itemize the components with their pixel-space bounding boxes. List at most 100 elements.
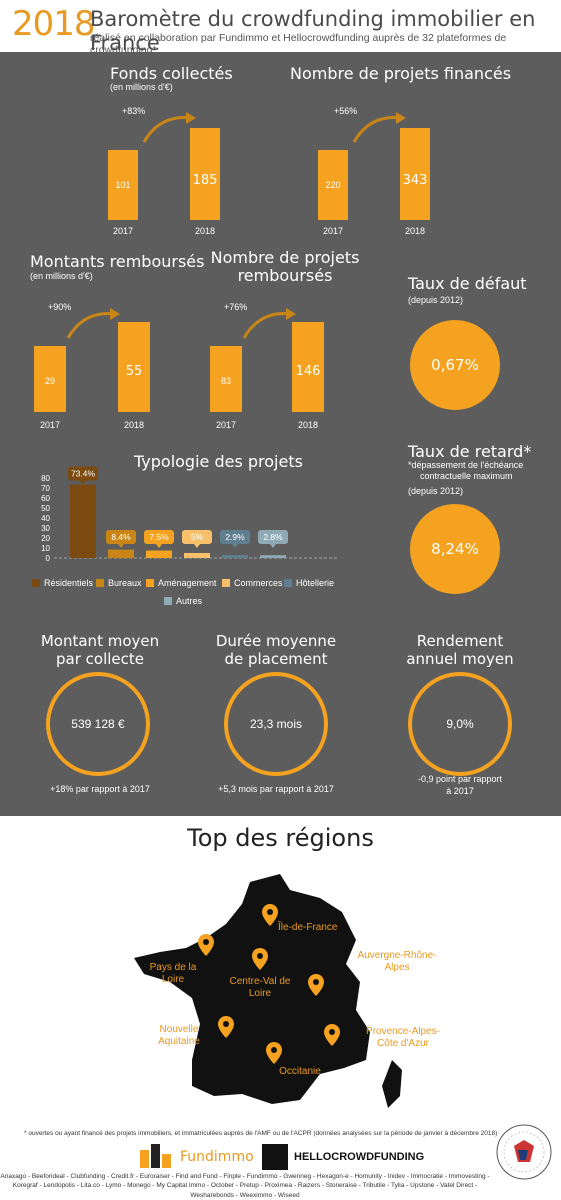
legend-swatch (32, 579, 40, 587)
repaid-projects-year-2017: 2017 (215, 420, 237, 430)
avg-amount-circle: 539 128 € (46, 672, 150, 776)
map-pin-icon (324, 1024, 340, 1046)
y-tick-label: 30 (41, 524, 50, 533)
data-label: 2.8% (263, 532, 283, 542)
hellocrowdfunding-logo-icon (262, 1144, 288, 1170)
default-rate-title: Taux de défaut (408, 274, 527, 293)
repaid-amount-unit: (en millions d'€) (30, 271, 93, 281)
legend-item-autres: Autres (164, 596, 202, 606)
data-label-pointer (118, 544, 124, 548)
data-label-pointer (80, 480, 86, 485)
y-tick-label: 20 (41, 534, 50, 543)
delay-rate-note-1: *dépassement de l'échéance (408, 460, 524, 470)
legend-item-amenagement: Aménagement (146, 578, 217, 588)
projects-bar-2018-label: 343 (402, 173, 428, 188)
delay-rate-circle: 8,24% (410, 504, 500, 594)
y-tick-label: 70 (41, 484, 50, 493)
region-centre-val-de-loire: Centre-Val de Loire (229, 976, 291, 999)
region-occitanie: Occitanie (279, 1066, 321, 1077)
avg-yield-delta: -0,9 point par rapport à 2017 (417, 774, 503, 796)
funds-growth-arrow-icon (142, 112, 196, 143)
repaid-projects-year-2018: 2018 (297, 420, 319, 430)
funds-unit: (en millions d'€) (110, 82, 173, 92)
data-label-bg (220, 530, 250, 544)
repaid-amount-bar-2017-label: 29 (44, 376, 55, 386)
data-label: 7.5% (149, 532, 169, 542)
bar-0 (70, 484, 96, 558)
data-label-bg (258, 530, 288, 544)
funds-year-2017: 2017 (112, 226, 134, 236)
funds-bar-2017-label: 101 (115, 180, 131, 190)
y-tick-label: 60 (41, 494, 50, 503)
data-label-pointer (156, 544, 162, 548)
regions-title: Top des régions (187, 824, 374, 852)
data-label-bg (68, 466, 98, 481)
data-label: 73.4% (71, 469, 96, 479)
chart-title: Typologie des projets (134, 452, 303, 471)
avg-yield-circle: 9,0% (408, 672, 512, 776)
map-pin-icon (266, 1042, 282, 1064)
projects-bar-2017-label: 220 (325, 180, 341, 190)
projects-year-2018: 2018 (404, 226, 426, 236)
avg-duration-circle: 23,3 mois (224, 672, 328, 776)
legend-swatch (96, 579, 104, 587)
legend-item-commerces: Commerces (222, 578, 283, 588)
region-pays-de-la-loire: Pays de la Loire (149, 962, 197, 985)
legend-item-bureaux: Bureaux (96, 578, 142, 588)
repaid-projects-growth: +76% (224, 302, 248, 312)
avg-amount-delta: +18% par rapport à 2017 (50, 784, 150, 794)
funds-bar-2018: 185 (190, 128, 220, 220)
legend-swatch (164, 597, 172, 605)
map-pin-icon (252, 948, 268, 970)
y-tick-label: 50 (41, 504, 50, 513)
avg-duration-title: Durée moyenne de placement (215, 632, 337, 668)
projects-bar-2018: 343 (400, 128, 430, 220)
default-rate-circle: 0,67% (410, 320, 500, 410)
data-label: 8.4% (111, 532, 131, 542)
region-provence-alpes-cote-azur: Provence-Alpes- Côte d'Azur (366, 1026, 440, 1049)
report-year: 2018 (12, 4, 96, 44)
projects-year-2017: 2017 (322, 226, 344, 236)
repaid-projects-title: Nombre de projets remboursés (210, 248, 360, 286)
platforms-list: Anaxago - Beeforideal - Clubfunding - Cr… (0, 1173, 490, 1199)
repaid-amount-bar-2018: 55 (118, 322, 150, 412)
region-ile-de-france: Île-de-France (278, 922, 338, 933)
repaid-projects-bar-2018-label: 146 (295, 364, 321, 379)
bar-5 (260, 555, 286, 558)
legend-swatch (284, 579, 292, 587)
data-label-pointer (232, 544, 238, 548)
funds-bar-2017: 101 (108, 150, 138, 220)
funds-title: Fonds collectés (110, 64, 233, 83)
data-label-bg (144, 530, 174, 544)
projects-growth-arrow-icon (352, 112, 406, 143)
repaid-projects-bar-2017-label: 83 (220, 376, 231, 386)
legend-item-residentiels: Résidentiels (32, 578, 93, 588)
hellocrowdfunding-logo: HELLOCROWDFUNDING (294, 1151, 425, 1163)
y-tick-label: 80 (41, 474, 50, 483)
projects-bar-2017: 220 (318, 150, 348, 220)
bar-2 (146, 550, 172, 558)
y-tick-label: 40 (41, 514, 50, 523)
avg-yield-title: Rendement annuel moyen (406, 632, 514, 668)
legend-swatch (222, 579, 230, 587)
map-pin-icon (262, 904, 278, 926)
projects-title: Nombre de projets financés (290, 64, 512, 83)
stats-panel: Fonds collectés (en millions d'€) +83% 1… (0, 52, 561, 816)
data-label: 2.9% (225, 532, 245, 542)
seal-icon (496, 1124, 552, 1180)
funds-bar-2018-label: 185 (192, 173, 218, 188)
data-label-pointer (194, 544, 200, 548)
data-label: 5% (191, 532, 204, 542)
funds-growth: +83% (122, 106, 146, 116)
repaid-amount-growth-arrow-icon (66, 308, 120, 339)
footer-note: * ouvertes ou ayant financé des projets … (24, 1130, 498, 1137)
avg-amount-title: Montant moyen par collecte (40, 632, 160, 668)
delay-rate-note-2: contractuelle maximum (420, 471, 513, 481)
repaid-projects-growth-arrow-icon (242, 308, 296, 339)
repaid-amount-title: Montants remboursés (30, 252, 205, 271)
y-tick-label: 10 (41, 544, 50, 553)
region-auvergne-rhone-alpes: Auvergne-Rhône- Alpes (357, 950, 437, 973)
repaid-amount-year-2018: 2018 (123, 420, 145, 430)
regions-section: Top des régions Île-de-France Pays de la… (0, 816, 561, 1200)
repaid-projects-bar-2017: 83 (210, 346, 242, 412)
